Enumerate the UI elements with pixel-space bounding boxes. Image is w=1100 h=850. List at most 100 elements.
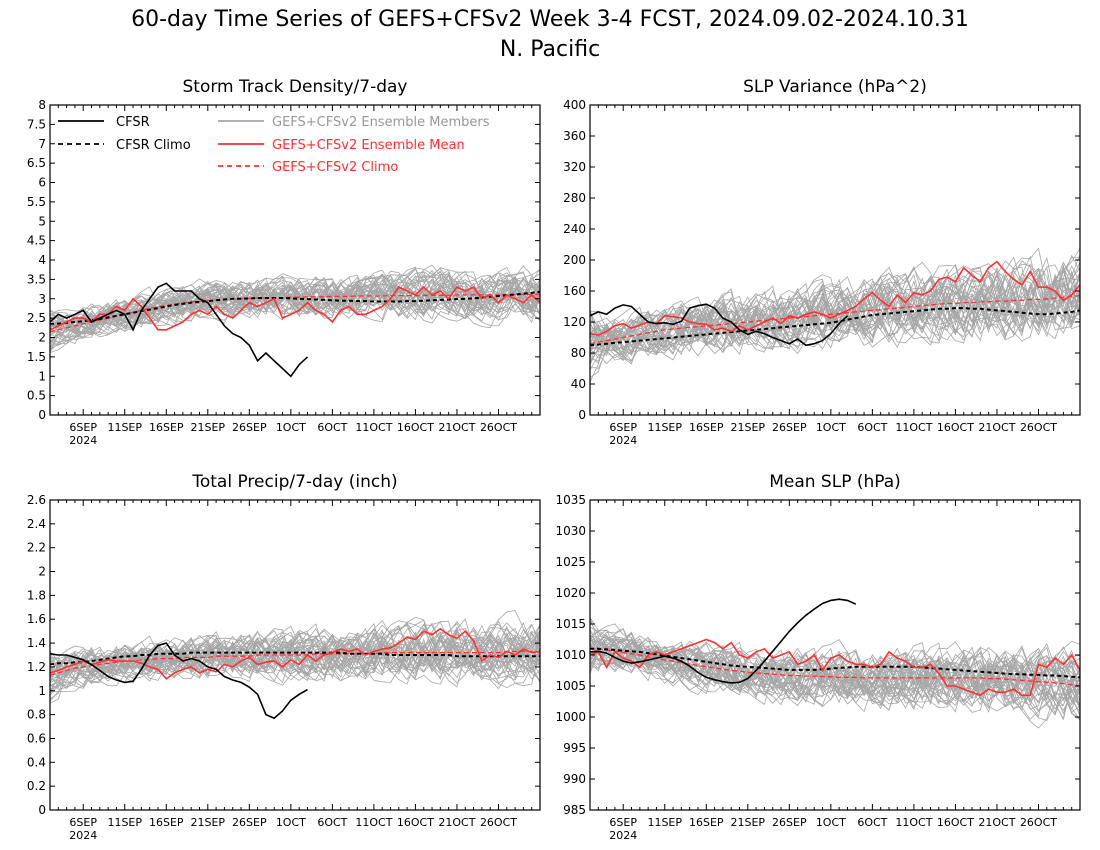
panel-4: Mean SLP (hPa) 985 990 995 1000 1005 1010 1015 1… xyxy=(555,472,1081,842)
y-tick-label: 2.5 xyxy=(27,311,46,325)
y-tick-label: 5.5 xyxy=(27,195,46,209)
x-tick-label: 16OCT xyxy=(397,421,434,434)
x-tick-label: 26OCT xyxy=(1020,421,1057,434)
x-tick-label: 21OCT xyxy=(438,816,475,829)
ensemble-member-line xyxy=(590,637,1080,718)
x-tick-label: 11SEP xyxy=(647,816,682,829)
x-tick-label: 26OCT xyxy=(1020,816,1057,829)
y-tick-label: 2 xyxy=(38,331,46,345)
y-tick-label: 7.5 xyxy=(27,117,46,131)
panel-title: SLP Variance (hPa^2) xyxy=(743,77,927,97)
y-tick-label: 1.2 xyxy=(27,660,46,674)
ensemble-member-line xyxy=(50,633,540,686)
ensemble-member-line xyxy=(590,635,1080,708)
y-tick-label: 5 xyxy=(38,214,46,228)
x-tick-label: 16SEP xyxy=(689,421,724,434)
x-tick-label: 6SEP xyxy=(609,421,637,434)
ensemble-climo-line xyxy=(590,294,1080,345)
cfsr-line xyxy=(590,598,857,684)
x-tick-label: 6SEP xyxy=(69,421,97,434)
ensemble-member-line xyxy=(590,264,1080,350)
x-tick-label: 16OCT xyxy=(397,816,434,829)
legend-cfsr-label: CFSR xyxy=(116,115,150,130)
x-tick-label: 26SEP xyxy=(772,816,807,829)
x-tick-label: 6SEP xyxy=(609,816,637,829)
y-tick-label: 1005 xyxy=(555,679,586,693)
x-tick-label: 11OCT xyxy=(355,816,392,829)
plot-area xyxy=(590,247,1080,383)
x-tick-label: 6OCT xyxy=(857,421,887,434)
ensemble-member-line xyxy=(50,274,540,329)
ensemble-member-line xyxy=(50,276,540,331)
x-tick-label: 11OCT xyxy=(895,421,932,434)
panels-group: Storm Track Density/7-day 0 0.5 1 1.5 2 2.5 3 3.… xyxy=(27,77,1081,842)
x-tick-label: 21SEP xyxy=(191,816,226,829)
x-tick-label: 1OCT xyxy=(276,816,306,829)
x-tick-label: 21OCT xyxy=(978,816,1015,829)
ensemble-member-line xyxy=(50,268,540,334)
x-tick-label: 11SEP xyxy=(107,816,142,829)
ensemble-member-line xyxy=(50,634,540,685)
x-tick-label: 6OCT xyxy=(317,421,347,434)
y-tick-label: 2.6 xyxy=(27,493,46,507)
ensemble-member-line xyxy=(50,267,540,334)
ensemble-climo-line xyxy=(590,648,1080,687)
x-year-label: 2024 xyxy=(69,829,97,842)
x-tick-label: 11OCT xyxy=(895,816,932,829)
y-tick-label: 990 xyxy=(563,772,586,786)
x-tick-label: 1OCT xyxy=(276,421,306,434)
ensemble-member-line xyxy=(590,639,1080,721)
cfsr-line xyxy=(590,303,849,347)
y-tick-label: 280 xyxy=(563,191,586,205)
x-tick-label: 11SEP xyxy=(647,421,682,434)
cfsr-climo-line xyxy=(50,651,540,666)
y-tick-label: 0.8 xyxy=(27,708,46,722)
cfsr-climo-line xyxy=(590,647,1080,679)
x-tick-label: 26SEP xyxy=(232,421,267,434)
y-tick-label: 1030 xyxy=(555,524,586,538)
ensemble-member-line xyxy=(50,618,540,685)
panel-1: Storm Track Density/7-day 0 0.5 1 1.5 2 2.5 3 3.… xyxy=(27,77,541,447)
figure-title: 60-day Time Series of GEFS+CFSv2 Week 3-… xyxy=(131,7,969,32)
y-tick-label: 1025 xyxy=(555,555,586,569)
y-tick-label: 80 xyxy=(571,346,586,360)
x-tick-label: 21OCT xyxy=(438,421,475,434)
x-tick-label: 16OCT xyxy=(937,421,974,434)
y-tick-label: 1015 xyxy=(555,617,586,631)
y-tick-label: 4 xyxy=(38,253,46,267)
y-tick-label: 6 xyxy=(38,176,46,190)
y-tick-label: 1.6 xyxy=(27,612,46,626)
plot-area xyxy=(590,598,1080,729)
panel-title: Mean SLP (hPa) xyxy=(769,472,901,492)
ensemble-member-line xyxy=(50,625,540,683)
legend-ens-mean-label: GEFS+CFSv2 Ensemble Mean xyxy=(272,138,465,153)
y-tick-label: 995 xyxy=(563,741,586,755)
panel-2: SLP Variance (hPa^2) 0 40 80 120 160 200 240 280… xyxy=(563,77,1081,447)
x-tick-label: 26OCT xyxy=(480,816,517,829)
ensemble-member-line xyxy=(590,646,1080,707)
ensemble-member-line xyxy=(50,628,540,694)
y-tick-label: 2 xyxy=(38,565,46,579)
x-tick-label: 21SEP xyxy=(731,421,766,434)
y-tick-label: 120 xyxy=(563,315,586,329)
cfsr-climo-line xyxy=(590,307,1080,347)
figure-subtitle-region: N. Pacific xyxy=(500,37,600,62)
ensemble-member-line xyxy=(590,637,1080,712)
x-tick-label: 11SEP xyxy=(107,421,142,434)
ensemble-members xyxy=(50,610,540,704)
panel-3: Total Precip/7-day (inch)00.20.40.60.811… xyxy=(27,472,541,842)
y-tick-label: 3 xyxy=(38,292,46,306)
ensemble-member-line xyxy=(50,271,540,353)
ensemble-mean-line xyxy=(50,286,540,331)
y-tick-label: 0.4 xyxy=(27,755,46,769)
x-year-label: 2024 xyxy=(69,434,97,447)
y-tick-label: 40 xyxy=(571,377,586,391)
y-tick-label: 160 xyxy=(563,284,586,298)
panel-title: Storm Track Density/7-day xyxy=(183,77,408,97)
ensemble-member-line xyxy=(590,263,1080,353)
legend: CFSR CFSR Climo GEFS+CFSv2 Ensemble Member… xyxy=(58,115,490,175)
y-tick-label: 1000 xyxy=(555,710,586,724)
x-tick-label: 26SEP xyxy=(772,421,807,434)
x-tick-label: 16SEP xyxy=(149,421,184,434)
